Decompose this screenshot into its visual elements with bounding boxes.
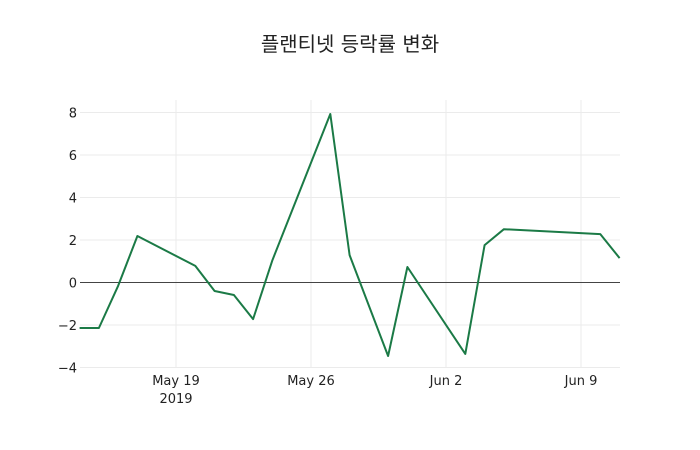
gridlines — [80, 100, 620, 368]
y-tick-label: 2 — [69, 234, 77, 249]
x-tick-label: Jun 2 — [429, 374, 463, 389]
x-tick-label: Jun 9 — [564, 374, 598, 389]
y-tick-label: 8 — [69, 107, 77, 122]
x-tick-label: May 26 — [287, 374, 335, 389]
chart-title: 플랜티넷 등락률 변화 — [260, 32, 440, 56]
x-axis-tick-labels: May 19 2019 May 26 Jun 2 Jun 9 — [152, 374, 597, 407]
y-tick-label: 4 — [69, 192, 77, 207]
y-tick-label: −4 — [58, 362, 77, 377]
x-tick-label: May 19 — [152, 374, 200, 389]
y-axis-tick-labels: −4 −2 0 2 4 6 8 — [58, 107, 77, 377]
y-tick-label: 0 — [69, 277, 77, 292]
series-line — [79, 113, 621, 357]
y-tick-label: 6 — [69, 149, 77, 164]
y-tick-label: −2 — [58, 319, 77, 334]
x-tick-year-label: 2019 — [159, 392, 192, 407]
